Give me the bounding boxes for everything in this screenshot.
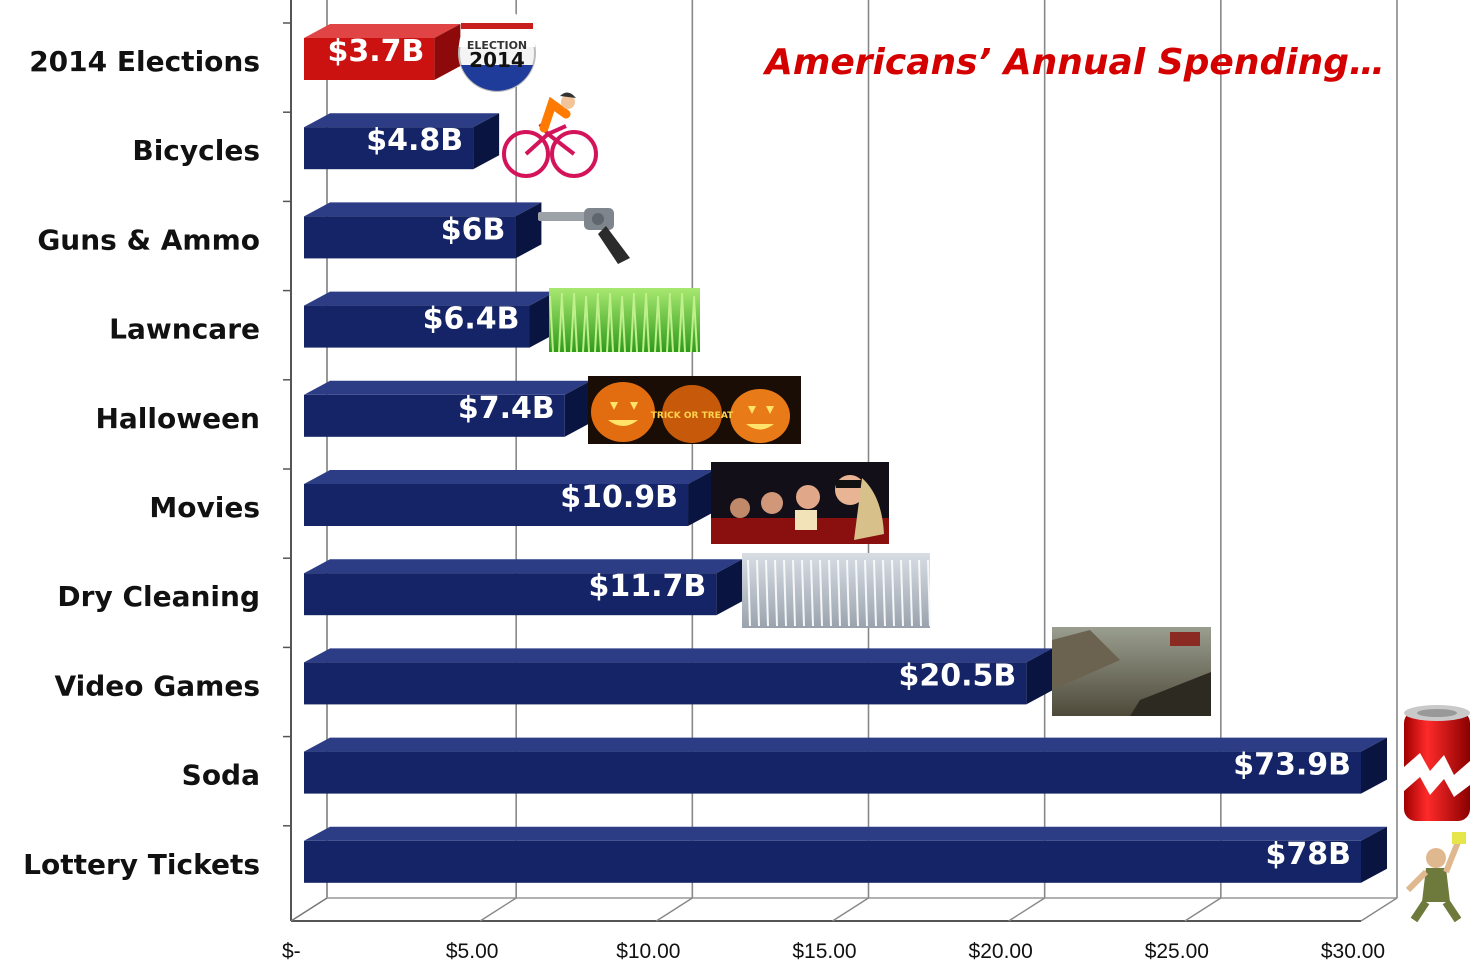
dry-cleaning-rack-picture — [742, 553, 931, 628]
revolver-picture — [538, 208, 630, 264]
category-label: Video Games — [54, 669, 260, 702]
gridline-floor — [1008, 897, 1046, 922]
category-label: Guns & Ammo — [37, 223, 260, 256]
category-label: Lottery Tickets — [23, 848, 260, 881]
value-labels: $3.7B $4.8B $6B $6.4B $7.4B $10.9B $11.7B $20.5… — [327, 34, 1351, 872]
value-label: $3.7B — [327, 34, 424, 69]
value-label: $11.7B — [588, 569, 706, 604]
x-tick-label: $25.00 — [1145, 940, 1209, 963]
bar — [304, 470, 715, 526]
bars — [304, 24, 1387, 883]
bar — [304, 113, 500, 170]
lottery-winner-picture — [1405, 832, 1466, 923]
bar — [304, 202, 542, 259]
bar — [304, 24, 461, 80]
value-label: $6.4B — [423, 302, 520, 337]
floor-edge — [290, 897, 328, 922]
bar — [304, 291, 556, 348]
movie-audience-picture — [711, 462, 889, 544]
election-2014-button-picture: ELECTION 2014 — [458, 9, 536, 92]
bar — [304, 826, 1387, 883]
gridline-floor — [479, 897, 517, 922]
x-tick-label: $15.00 — [792, 940, 856, 963]
svg-text:ELECTION: ELECTION — [467, 39, 527, 52]
gridline-floor — [655, 897, 693, 922]
video-game-screenshot-picture — [1052, 627, 1211, 716]
jack-o-lanterns-picture: TRICK OR TREAT — [588, 376, 801, 444]
gridline-floor — [1184, 897, 1222, 922]
category-label: Lawncare — [109, 313, 260, 346]
category-label: Soda — [182, 759, 260, 792]
svg-text:2014: 2014 — [469, 48, 525, 72]
bar — [304, 559, 743, 616]
gridline-floor — [832, 897, 869, 922]
value-label: $78B — [1266, 837, 1352, 872]
category-label: Dry Cleaning — [57, 580, 260, 613]
x-tick-label: $30.00 — [1321, 940, 1385, 963]
x-tick-label: $20.00 — [969, 940, 1033, 963]
x-tick-label: $- — [282, 940, 301, 963]
bar — [304, 648, 1053, 705]
cyclist-picture — [502, 92, 598, 178]
value-label: $6B — [441, 212, 506, 247]
x-axis-ticks: $- $5.00 $10.00 $15.00 $20.00 $25.00 $30.00 — [282, 940, 1385, 963]
value-label: $10.9B — [560, 480, 678, 515]
gridline-floor — [1360, 897, 1398, 922]
value-label: $20.5B — [899, 658, 1017, 693]
soda-can-picture — [1404, 705, 1470, 821]
category-label: Halloween — [95, 402, 260, 435]
x-tick-label: $10.00 — [616, 940, 680, 963]
grass-picture — [549, 288, 700, 353]
value-label: $4.8B — [366, 123, 463, 158]
x-tick-label: $5.00 — [446, 940, 499, 963]
bar — [304, 380, 591, 437]
category-label: Movies — [149, 491, 260, 524]
category-label: 2014 Elections — [29, 45, 260, 78]
value-label: $73.9B — [1233, 748, 1351, 783]
value-label: $7.4B — [458, 391, 555, 426]
category-labels: 2014 Elections Bicycles Guns & Ammo Lawncar… — [23, 45, 260, 881]
bar — [304, 737, 1387, 794]
chart-title: Americans’ Annual Spending… — [762, 42, 1385, 83]
category-label: Bicycles — [132, 134, 260, 167]
svg-text:TRICK OR TREAT: TRICK OR TREAT — [651, 411, 734, 421]
